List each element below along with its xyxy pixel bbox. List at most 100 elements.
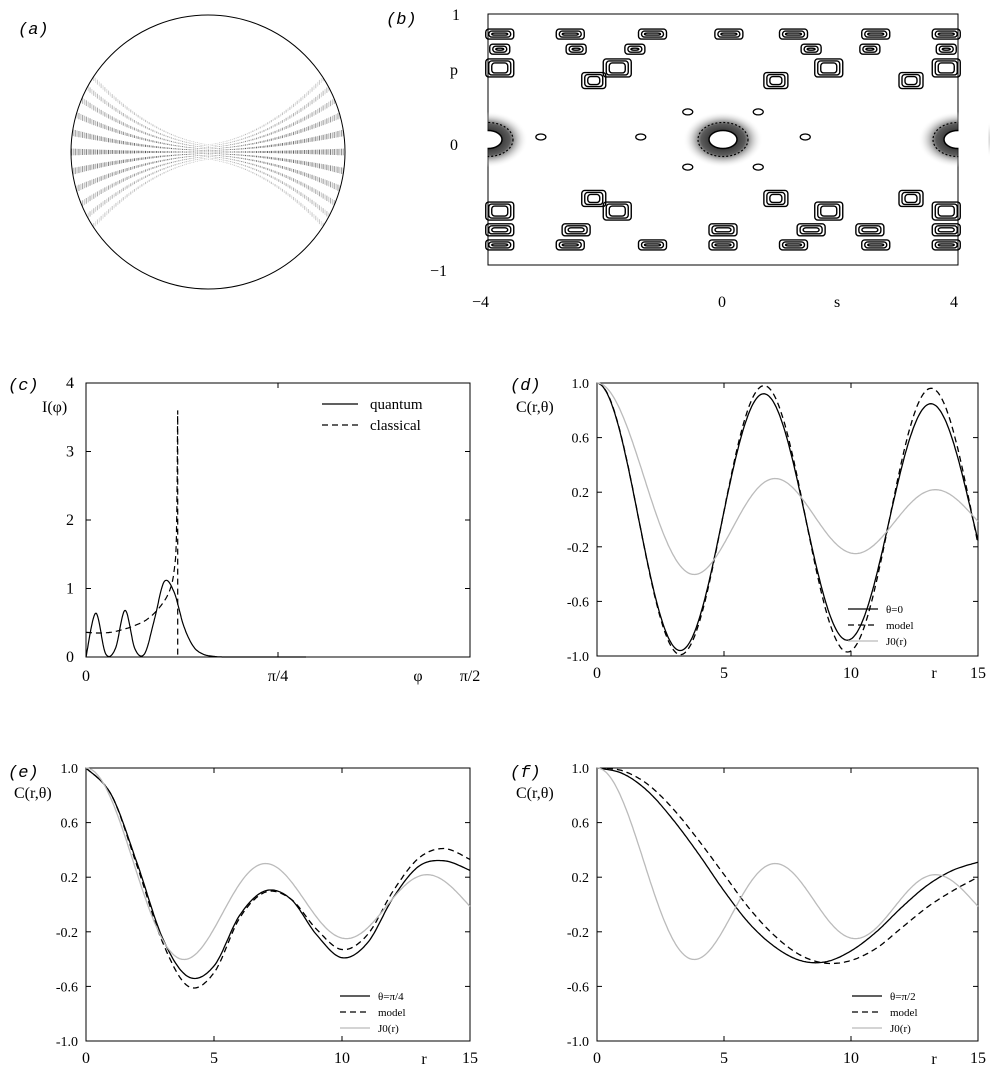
wavefunction-stripe xyxy=(98,190,100,196)
wavefunction-stripe xyxy=(80,61,82,68)
wavefunction-stripe xyxy=(304,138,306,143)
wavefunction-stripe xyxy=(239,139,241,141)
wavefunction-stripe xyxy=(246,136,248,139)
wavefunction-stripe xyxy=(326,195,328,201)
wavefunction-stripe xyxy=(74,223,76,231)
wavefunction-stripe xyxy=(335,148,337,155)
wavefunction-stripe xyxy=(206,154,208,156)
wavefunction-stripe xyxy=(141,130,143,134)
wavefunction-stripe xyxy=(213,146,215,148)
wavefunction-stripe xyxy=(209,150,211,151)
wavefunction-stripe xyxy=(145,138,147,141)
wavefunction-stripe xyxy=(80,218,82,225)
panel-d-ytick-label: 0.2 xyxy=(572,486,590,501)
wavefunction-stripe xyxy=(252,172,254,174)
wavefunction-stripe xyxy=(252,134,254,137)
wavefunction-stripe xyxy=(272,131,274,134)
wavefunction-stripe xyxy=(78,131,80,138)
wavefunction-stripe xyxy=(124,177,126,181)
wavefunction-stripe xyxy=(104,149,106,155)
chaotic-contour xyxy=(781,241,806,249)
wavefunction-stripe xyxy=(330,230,332,236)
wavefunction-stripe xyxy=(280,143,282,146)
wavefunction-stripe xyxy=(76,57,78,64)
wavefunction-stripe xyxy=(328,149,330,155)
wavefunction-stripe xyxy=(270,120,272,123)
wavefunction-stripe xyxy=(167,159,169,161)
wavefunction-stripe xyxy=(309,210,311,215)
chaotic-contour xyxy=(491,205,509,217)
wavefunction-stripe xyxy=(222,157,224,159)
wavefunction-stripe xyxy=(311,112,313,117)
wavefunction-stripe xyxy=(289,194,291,198)
wavefunction-stripe xyxy=(285,150,287,154)
wavefunction-stripe xyxy=(85,230,87,237)
wavefunction-stripe xyxy=(126,168,128,172)
wavefunction-stripe xyxy=(74,130,76,137)
wavefunction-stripe xyxy=(326,226,328,232)
wavefunction-stripe xyxy=(72,148,74,156)
panel-d-xtick-label: 15 xyxy=(970,665,986,682)
wavefunction-stripe xyxy=(115,107,117,112)
wavefunction-stripe xyxy=(109,196,111,201)
wavefunction-stripe xyxy=(124,141,126,145)
wavefunction-stripe xyxy=(307,185,309,190)
wavefunction-stripe xyxy=(109,173,111,177)
wavefunction-stripe xyxy=(215,160,217,161)
wavefunction-stripe xyxy=(159,128,161,131)
wavefunction-stripe xyxy=(145,163,147,166)
wavefunction-stripe xyxy=(185,161,187,163)
wavefunction-stripe xyxy=(306,104,308,108)
wavefunction-stripe xyxy=(294,188,296,193)
wavefunction-stripe xyxy=(180,145,182,147)
wavefunction-stripe xyxy=(202,145,204,146)
panel-c-ytick-label: 0 xyxy=(66,649,74,666)
wavefunction-stripe xyxy=(150,156,152,159)
wavefunction-stripe xyxy=(328,212,330,219)
chaotic-contour xyxy=(491,227,509,233)
wavefunction-stripe xyxy=(187,163,189,164)
wavefunction-stripe xyxy=(191,151,193,153)
wavefunction-stripe xyxy=(80,79,82,86)
wavefunction-stripe xyxy=(161,146,163,149)
chaotic-contour xyxy=(867,243,885,247)
wavefunction-stripe xyxy=(243,138,245,140)
wavefunction-stripe xyxy=(113,95,115,100)
wavefunction-stripe xyxy=(313,175,315,180)
wavefunction-stripe xyxy=(252,151,254,153)
wavefunction-stripe xyxy=(243,161,245,163)
wavefunction-stripe xyxy=(256,160,258,162)
wavefunction-stripe xyxy=(152,161,154,164)
wavefunction-stripe xyxy=(300,129,302,133)
wavefunction-stripe xyxy=(333,217,335,224)
wavefunction-stripe xyxy=(85,67,87,74)
wavefunction-stripe xyxy=(341,242,343,249)
wavefunction-stripe xyxy=(78,113,80,120)
wavefunction-stripe xyxy=(294,140,296,145)
wavefunction-stripe xyxy=(235,157,237,159)
chaotic-contour xyxy=(861,239,891,251)
wavefunction-stripe xyxy=(317,122,319,128)
wavefunction-stripe xyxy=(294,150,296,154)
wavefunction-stripe xyxy=(191,149,193,151)
wavefunction-stripe xyxy=(87,117,89,124)
wavefunction-stripe xyxy=(222,141,224,143)
wavefunction-stripe xyxy=(122,178,124,182)
wavefunction-stripe xyxy=(93,90,95,96)
wavefunction-stripe xyxy=(145,132,147,135)
wavefunction-stripe xyxy=(274,170,276,174)
wavefunction-stripe xyxy=(250,167,252,169)
wavefunction-stripe xyxy=(244,168,246,170)
wavefunction-stripe xyxy=(307,90,309,95)
wavefunction-stripe xyxy=(291,114,293,118)
wavefunction-stripe xyxy=(148,122,150,125)
wavefunction-stripe xyxy=(220,151,222,153)
wavefunction-stripe xyxy=(106,137,108,142)
wavefunction-stripe xyxy=(172,154,174,156)
wavefunction-stripe xyxy=(209,154,211,156)
wavefunction-stripe xyxy=(281,188,283,192)
wavefunction-stripe xyxy=(213,148,215,150)
wavefunction-stripe xyxy=(180,140,182,142)
wavefunction-stripe xyxy=(280,135,282,139)
